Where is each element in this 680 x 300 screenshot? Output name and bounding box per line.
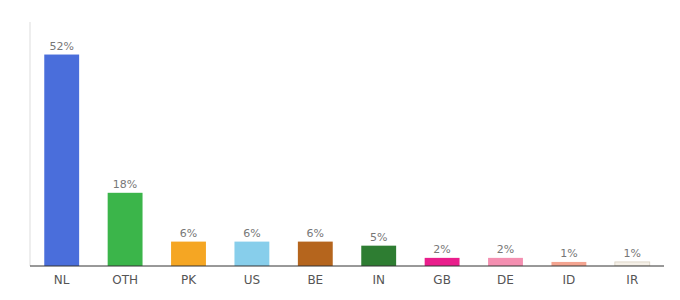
bar: [551, 262, 586, 266]
x-tick-label: IR: [626, 273, 638, 287]
data-label: 6%: [307, 227, 324, 240]
bar: [234, 242, 269, 266]
y-axis-line: [30, 22, 31, 266]
x-tick-label: OTH: [112, 273, 138, 287]
data-label: 2%: [433, 243, 450, 256]
data-label: 1%: [560, 247, 577, 260]
x-tick-label: BE: [307, 273, 323, 287]
bar: [361, 246, 396, 266]
x-tick-label: IN: [372, 273, 385, 287]
chart-container: 52% 18% 6% 6% 6% 5% 2% 2% 1% 1% NL OTH PK US BE IN GB DE I…: [0, 0, 680, 300]
bar: [488, 258, 523, 266]
bar: [298, 242, 333, 266]
x-tick-label: DE: [497, 273, 514, 287]
data-label: 5%: [370, 231, 387, 244]
x-tick-label: US: [244, 273, 260, 287]
bar: [615, 262, 650, 266]
data-label: 2%: [497, 243, 514, 256]
x-tick-label: NL: [54, 273, 70, 287]
data-label: 18%: [113, 178, 137, 191]
bar: [425, 258, 460, 266]
bar: [171, 242, 206, 266]
chart: 52% 18% 6% 6% 6% 5% 2% 2% 1% 1% NL OTH PK US BE IN GB DE I…: [0, 0, 680, 300]
data-label: 6%: [180, 227, 197, 240]
data-label: 1%: [624, 247, 641, 260]
bar: [108, 193, 143, 266]
bar: [44, 55, 79, 266]
x-tick-label: PK: [181, 273, 197, 287]
x-tick-label: GB: [433, 273, 451, 287]
x-axis-line: [30, 266, 664, 267]
x-tick-label: ID: [563, 273, 576, 287]
data-label: 6%: [243, 227, 260, 240]
data-label: 52%: [49, 40, 73, 53]
bars: [44, 55, 649, 266]
